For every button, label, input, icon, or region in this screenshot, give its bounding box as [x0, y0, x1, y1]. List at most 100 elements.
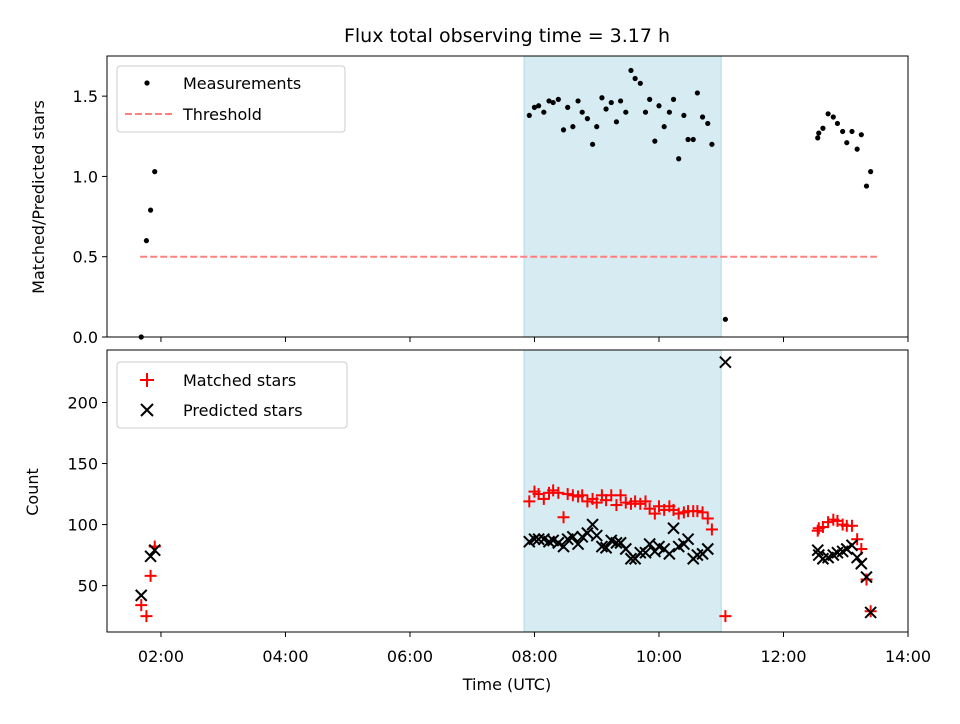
measurement-point	[652, 138, 658, 144]
measurement-point	[637, 80, 643, 86]
matched-point	[672, 507, 685, 520]
matched-point	[547, 484, 560, 497]
bottom-y-tick-label: 150	[67, 455, 98, 474]
measurement-point	[546, 98, 552, 104]
measurement-point	[570, 124, 576, 130]
bottom-x-axis: 02:00 04:00 06:00 08:00 10:00 12:00 14:00	[138, 632, 931, 666]
predicted-point	[701, 542, 714, 556]
measurement-point	[147, 207, 154, 213]
measurement-point	[541, 109, 547, 115]
predicted-point	[719, 356, 732, 369]
predicted-point	[643, 537, 656, 551]
measurement-point	[844, 140, 850, 146]
matched-point	[523, 495, 536, 508]
measurement-point	[143, 238, 150, 244]
matched-point	[135, 599, 148, 612]
measurement-point	[560, 127, 567, 133]
top-y-tick-label: 1.5	[73, 87, 98, 106]
measurement-point	[656, 103, 662, 109]
legend-matched-marker	[140, 373, 154, 387]
predicted-point	[624, 552, 638, 565]
bottom-y-axis: 50 100 150 200	[67, 393, 107, 596]
measurement-point	[632, 75, 638, 82]
measurement-point	[531, 104, 538, 110]
bottom-plot-frame	[106, 349, 909, 633]
matched-point	[639, 495, 652, 508]
x-tick-label: 06:00	[387, 647, 433, 666]
predicted-point	[864, 606, 877, 619]
legend-measurements-label: Measurements	[183, 74, 301, 93]
measurement-point	[705, 120, 711, 127]
matched-point	[634, 497, 647, 510]
predicted-point	[681, 533, 695, 546]
predicted-point	[581, 526, 594, 540]
matched-point	[537, 492, 550, 505]
matched-point	[851, 533, 864, 546]
measurement-point	[628, 67, 634, 74]
measurement-point	[579, 109, 585, 115]
predicted-point	[850, 551, 864, 564]
measurement-point	[555, 96, 561, 102]
matched-point	[648, 507, 661, 520]
bottom-y-tick-label: 100	[67, 516, 98, 535]
measurement-point	[661, 124, 667, 130]
predicted-point	[571, 537, 585, 551]
predicted-point	[590, 529, 603, 542]
measurement-point	[830, 114, 836, 120]
legend-predicted-label: Predicted stars	[183, 401, 303, 420]
predicted-point	[532, 533, 545, 546]
matched-point	[581, 495, 594, 508]
predicted-point	[663, 547, 676, 561]
matched-point	[140, 610, 153, 623]
legend-measurements-marker	[144, 80, 150, 86]
top-y-tick-label: 1.0	[73, 167, 98, 186]
measurement-point	[834, 120, 841, 127]
measurement-point	[681, 112, 687, 119]
measurement-point	[599, 95, 605, 101]
predicted-point	[135, 589, 148, 602]
chart-title: Flux total observing time = 3.17 h	[344, 25, 670, 47]
predicted-point	[575, 530, 589, 543]
measurement-point	[594, 124, 600, 130]
measurement-point	[152, 169, 158, 175]
measurement-point	[526, 112, 532, 119]
top-y-axis-label: Matched/Predicted stars	[29, 100, 48, 294]
matched-point	[576, 489, 589, 502]
predicted-point	[566, 530, 580, 543]
predicted-point	[595, 540, 609, 553]
predicted-point	[840, 542, 853, 556]
predicted-point	[610, 536, 623, 550]
x-tick-label: 14:00	[885, 647, 931, 666]
bottom-legend: Matched stars Predicted stars	[116, 361, 348, 429]
measurement-point	[722, 316, 728, 322]
matched-point	[705, 523, 718, 536]
measurement-point	[699, 114, 706, 120]
matched-point	[845, 519, 858, 532]
predicted-point	[619, 542, 632, 556]
measurement-point	[690, 136, 696, 143]
predicted-point	[144, 550, 157, 563]
x-tick-label: 04:00	[262, 647, 308, 666]
top-y-tick-label: 0.0	[73, 328, 98, 347]
top-plot-frame	[106, 55, 909, 338]
measurement-point	[608, 99, 614, 106]
legend-predicted-marker	[140, 403, 154, 417]
top-y-axis: 0.0 0.5 1.0 1.5	[73, 87, 107, 347]
measurement-point	[584, 116, 590, 122]
matched-point	[614, 489, 627, 502]
matched-point	[610, 499, 623, 512]
measurement-point	[858, 132, 864, 138]
measurement-point	[642, 109, 649, 115]
measurement-point	[670, 96, 677, 102]
measurements-series	[138, 67, 874, 340]
top-panel: 0.0 0.5 1.0 1.5 Flux total observing time =…	[29, 25, 909, 347]
measurement-point	[820, 125, 826, 131]
x-tick-label: 02:00	[138, 647, 184, 666]
bottom-y-axis-label: Count	[23, 468, 42, 516]
matched-point	[557, 511, 570, 524]
bottom-panel: 50 100 150 200 02:00 04:00 06:00 08:00 10:00 12:…	[23, 349, 931, 694]
measurement-point	[617, 98, 624, 104]
legend-threshold-label: Threshold	[182, 105, 262, 124]
measurement-point	[816, 130, 822, 136]
